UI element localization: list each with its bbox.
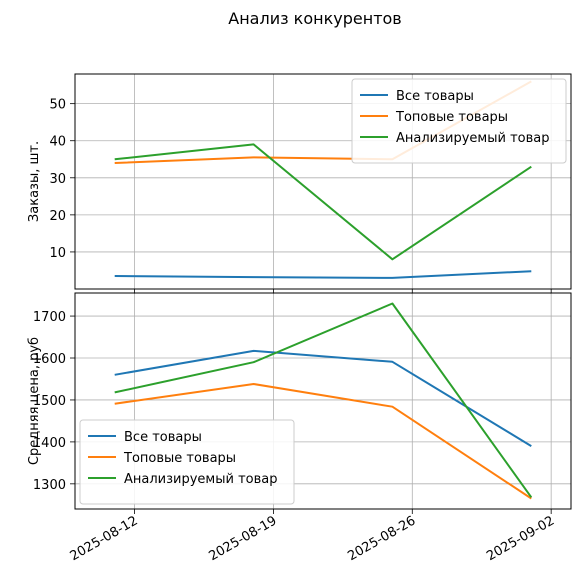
y-tick-label: 1700 [33, 310, 66, 325]
legend-label: Анализируемый товар [396, 131, 549, 146]
axes-frame [74, 292, 572, 510]
series-line-3 [114, 302, 533, 498]
legend-label: Анализируемый товар [124, 472, 277, 487]
y-tick-label: 1500 [33, 394, 66, 409]
x-tick-label: 2025-08-26 [345, 513, 418, 564]
y-tick-label: 10 [49, 246, 66, 261]
series-line-1 [114, 349, 532, 447]
orders-panel: 10 20 30 40 50 Заказы, шт. Все товары Топовые т… [27, 73, 572, 294]
legend-box [79, 419, 295, 505]
legend-label: Топовые товары [123, 451, 236, 466]
series-line-1 [114, 270, 532, 279]
y-tick-label: 30 [49, 172, 66, 187]
chart-title: Анализ конкурентов [228, 9, 401, 28]
y-tick-label: 40 [49, 135, 66, 150]
x-tick-label: 2025-09-02 [484, 513, 557, 564]
legend-box [351, 78, 567, 164]
x-tick-label: 2025-08-12 [68, 513, 141, 564]
series-line-2 [114, 383, 532, 500]
y-axis-label: Средняя цена, руб [27, 337, 42, 465]
y-tick-label: 50 [49, 98, 66, 113]
axes-frame [74, 73, 572, 290]
y-tick-label: 1600 [33, 352, 66, 367]
x-tick-label: 2025-08-19 [206, 513, 279, 564]
price-panel: 1300 1400 1500 1600 1700 Средняя цена, руб Все… [27, 292, 572, 564]
y-tick-label: 1300 [33, 478, 66, 493]
y-axis-label: Заказы, шт. [27, 141, 42, 222]
y-tick-label: 20 [49, 209, 66, 224]
series-line-3 [114, 143, 532, 261]
legend-label: Все товары [396, 89, 474, 104]
y-tick-label: 1400 [33, 436, 66, 451]
legend-label: Все товары [124, 430, 202, 445]
legend-label: Топовые товары [395, 110, 508, 125]
